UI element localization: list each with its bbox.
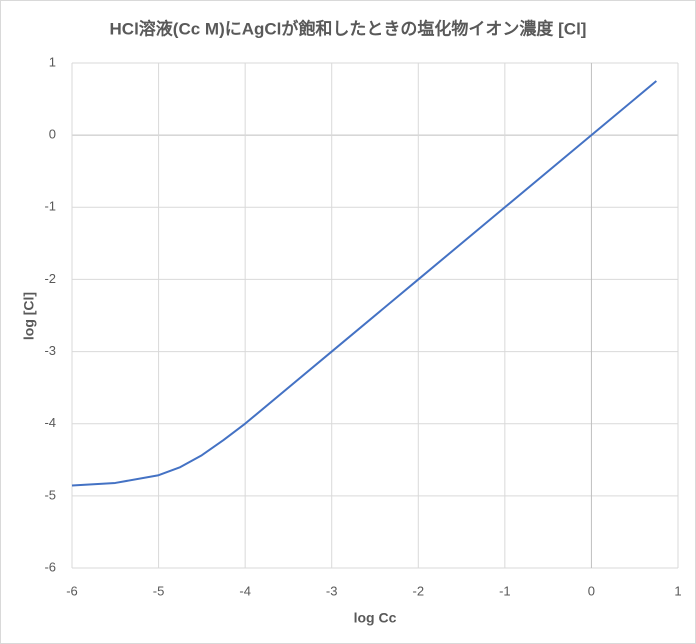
y-tick-label: -1 [44,199,56,214]
y-tick-label: -3 [44,343,56,358]
y-tick-label: -2 [44,271,56,286]
y-tick-label: -4 [44,415,56,430]
x-tick-label: -2 [413,583,425,598]
x-axis-title: log Cc [354,610,397,626]
data-line [71,80,657,487]
y-tick-label: 1 [49,54,56,69]
y-tick-label: -6 [44,559,56,574]
x-tick-label: 0 [588,583,595,598]
x-tick-label: -1 [499,583,511,598]
chart-title: HCl溶液(Cc M)にAgClが飽和したときの塩化物イオン濃度 [Cl] [110,18,587,38]
y-tick-label: -5 [44,487,56,502]
x-tick-label: 1 [674,583,681,598]
x-tick-label: -3 [326,583,338,598]
x-tick-label: -5 [153,583,165,598]
y-axis-title: log [Cl] [21,292,37,340]
y-tick-label: 0 [49,127,56,142]
x-tick-label: -4 [239,583,251,598]
x-tick-label: -6 [66,583,78,598]
